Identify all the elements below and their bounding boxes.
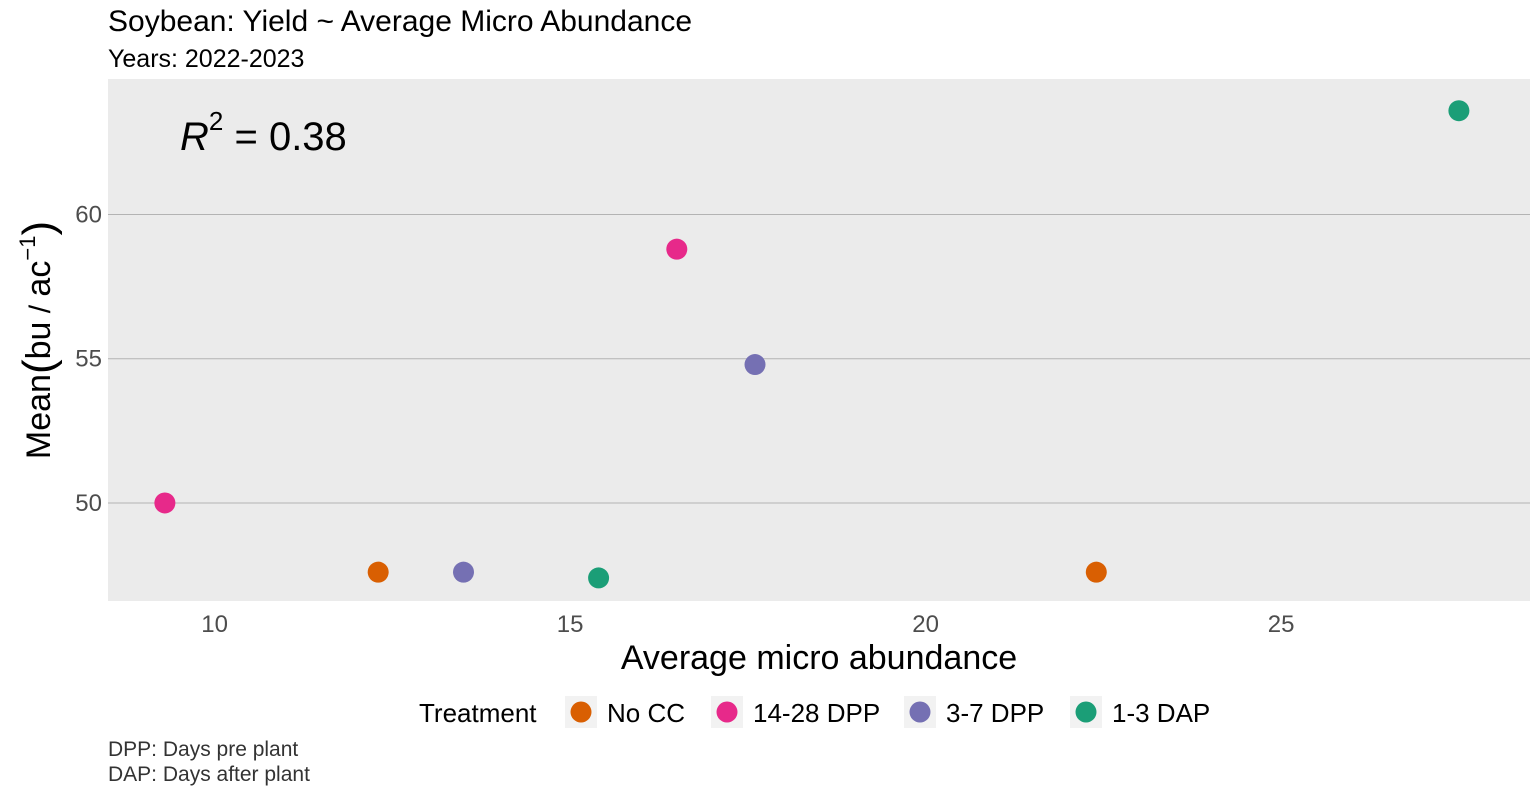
r-exponent: 2 (209, 106, 223, 136)
legend-marker (909, 701, 931, 723)
r-symbol: R (180, 115, 209, 159)
y-tick-label: 60 (75, 202, 102, 229)
y-axis-title-close-paren: ) (14, 221, 63, 236)
caption-line-2: DAP: Days after plant (108, 763, 310, 786)
x-tick-label: 10 (201, 611, 228, 638)
y-axis-title-unit-num: bu (20, 322, 58, 360)
data-point-1-3-dap (588, 567, 610, 589)
y-tick-label: 50 (75, 490, 102, 517)
y-axis-title-prefix: Mean (20, 374, 58, 459)
y-axis-title-open-paren: ( (14, 359, 63, 374)
data-points (154, 100, 1470, 589)
x-axis-title: Average micro abundance (621, 639, 1017, 677)
legend-item-label: 14-28 DPP (753, 698, 880, 728)
svg-text:Mean(bu / ac−1): Mean(bu / ac−1) (14, 221, 63, 459)
chart-subtitle: Years: 2022-2023 (108, 45, 304, 73)
data-point-no-cc (367, 561, 389, 583)
data-point-1-3-dap (1448, 100, 1470, 122)
r-value: = 0.38 (223, 115, 346, 159)
x-tick-label: 15 (557, 611, 584, 638)
legend-marker (570, 701, 592, 723)
y-axis-title-unit-den: ac (20, 261, 58, 297)
y-axis-title: Mean(bu / ac−1) (14, 221, 63, 459)
legend-marker (1075, 701, 1097, 723)
caption-line-1: DPP: Days pre plant (108, 738, 298, 761)
x-tick-label: 25 (1268, 611, 1295, 638)
y-axis-title-slash: / (24, 297, 57, 322)
x-tick-label: 20 (912, 611, 939, 638)
legend-items: No CC 14-28 DPP 3-7 DPP 1-3 DAP (565, 696, 1210, 728)
chart-title: Soybean: Yield ~ Average Micro Abundance (108, 5, 692, 38)
data-point-no-cc (1085, 561, 1107, 583)
y-axis-title-exponent: −1 (15, 236, 40, 261)
data-point-14-28-dpp (666, 238, 688, 260)
data-point-3-7-dpp (453, 561, 474, 583)
plot-panel (108, 79, 1530, 601)
y-axis-ticks: 50 55 60 (75, 202, 102, 517)
legend-title: Treatment (419, 698, 537, 728)
legend: Treatment No CC 14-28 DPP 3-7 DPP 1-3 DAP (419, 696, 1210, 728)
y-tick-label: 55 (75, 346, 102, 373)
gridlines (108, 214, 1530, 504)
data-point-3-7-dpp (744, 354, 766, 376)
legend-marker (716, 701, 738, 723)
r-squared-annotation: R2 = 0.38 (180, 106, 347, 159)
x-axis-ticks: 10 15 20 25 (201, 611, 1294, 638)
data-point-14-28-dpp (154, 492, 176, 514)
legend-item-label: 3-7 DPP (946, 698, 1044, 728)
legend-item-label: No CC (607, 698, 685, 728)
legend-item-label: 1-3 DAP (1112, 698, 1210, 728)
